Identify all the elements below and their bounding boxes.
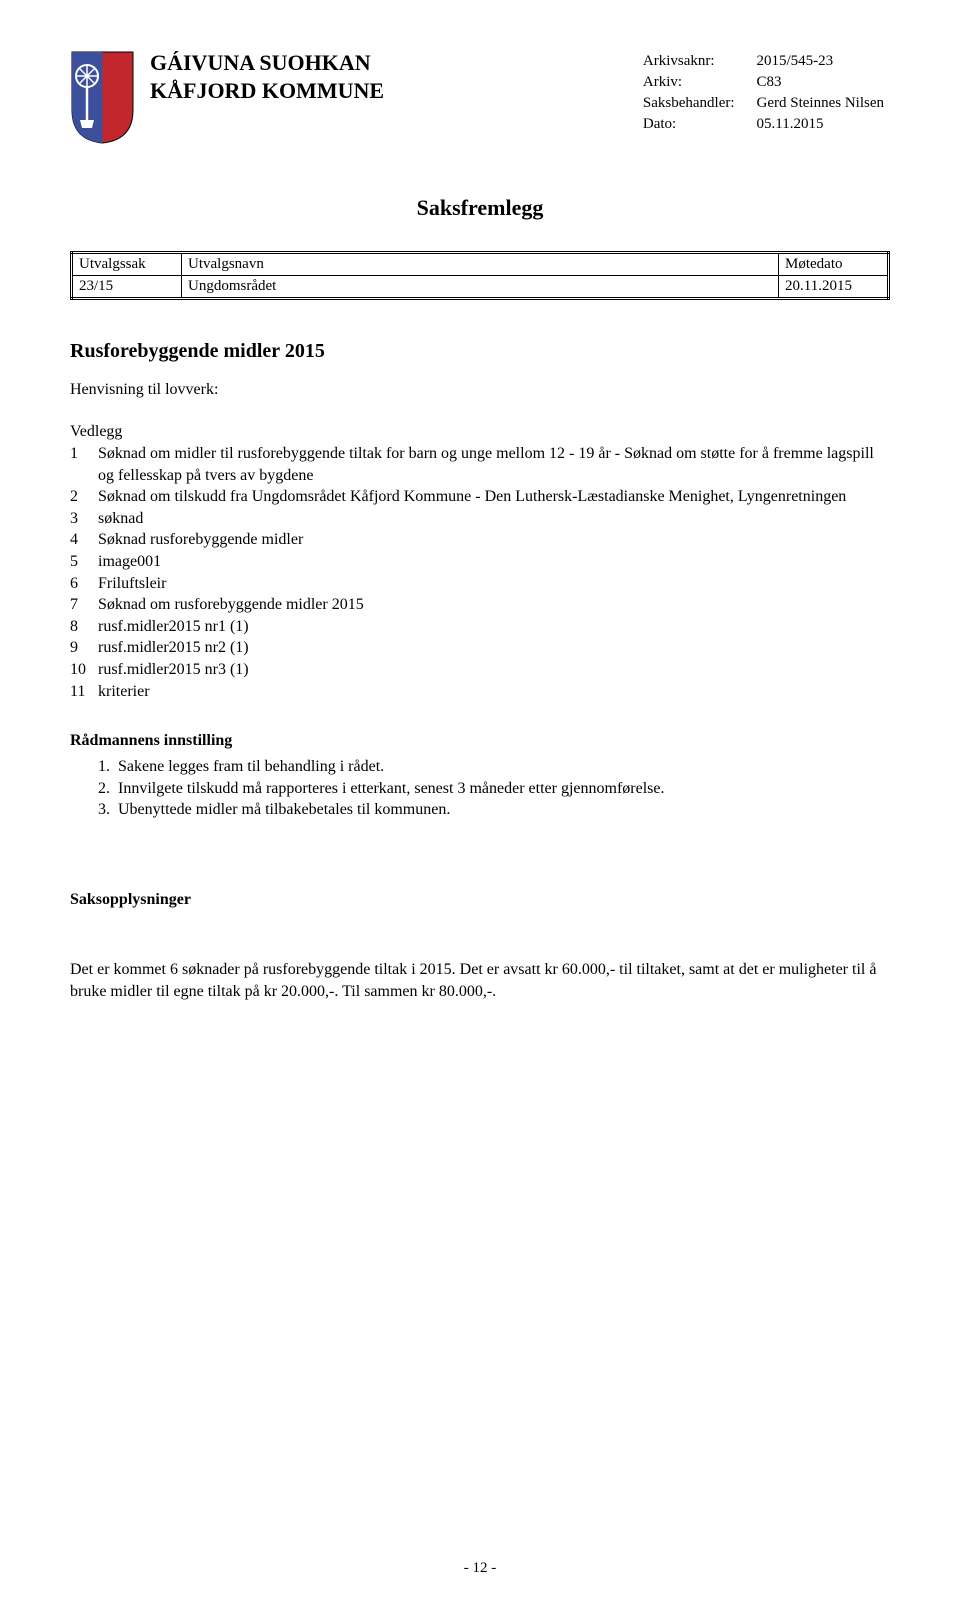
saksbehandler-label: Saksbehandler: <box>643 94 755 113</box>
vedlegg-item: 1Søknad om midler til rusforebyggende ti… <box>70 443 890 486</box>
vedlegg-item-text: Søknad om tilskudd fra Ungdomsrådet Kåfj… <box>98 486 846 508</box>
vedlegg-item-number: 6 <box>70 573 98 595</box>
org-titles: GÁIVUNA SUOHKAN KÅFJORD KOMMUNE <box>150 50 531 106</box>
utvalg-header: Møtedato <box>779 253 889 276</box>
saksopplysninger-body: Det er kommet 6 søknader på rusforebygge… <box>70 959 890 1002</box>
utvalg-table: Utvalgssak Utvalgsnavn Møtedato 23/15 Un… <box>70 251 890 300</box>
radmann-item: Sakene legges fram til behandling i råde… <box>114 756 890 778</box>
vedlegg-item-number: 4 <box>70 529 98 551</box>
vedlegg-item: 2Søknad om tilskudd fra Ungdomsrådet Kåf… <box>70 486 890 508</box>
org-line2: KÅFJORD KOMMUNE <box>150 78 531 104</box>
vedlegg-item-text: image001 <box>98 551 161 573</box>
utvalg-cell: 20.11.2015 <box>779 276 889 299</box>
vedlegg-item-text: rusf.midler2015 nr2 (1) <box>98 637 249 659</box>
meta-block: Arkivsaknr: 2015/545-23 Arkiv: C83 Saksb… <box>531 50 890 136</box>
vedlegg-item-number: 11 <box>70 681 98 703</box>
vedlegg-item: 11kriterier <box>70 681 890 703</box>
rusforebyggende-title: Rusforebyggende midler 2015 <box>70 340 890 363</box>
vedlegg-item-text: kriterier <box>98 681 150 703</box>
vedlegg-label: Vedlegg <box>70 423 890 441</box>
vedlegg-item-text: Søknad rusforebyggende midler <box>98 529 303 551</box>
vedlegg-item-number: 3 <box>70 508 98 530</box>
document-title: Saksfremlegg <box>70 195 890 221</box>
saksbehandler-value: Gerd Steinnes Nilsen <box>757 94 888 113</box>
vedlegg-item-number: 9 <box>70 637 98 659</box>
vedlegg-item: 9rusf.midler2015 nr2 (1) <box>70 637 890 659</box>
vedlegg-item: 10rusf.midler2015 nr3 (1) <box>70 659 890 681</box>
vedlegg-item-number: 1 <box>70 443 98 465</box>
dato-value: 05.11.2015 <box>757 115 888 134</box>
radmann-item: Innvilgete tilskudd må rapporteres i ett… <box>114 778 890 800</box>
arkiv-label: Arkiv: <box>643 73 755 92</box>
vedlegg-item: 7Søknad om rusforebyggende midler 2015 <box>70 594 890 616</box>
arkiv-value: C83 <box>757 73 888 92</box>
vedlegg-item-number: 2 <box>70 486 98 508</box>
vedlegg-item-text: søknad <box>98 508 143 530</box>
vedlegg-item-text: rusf.midler2015 nr3 (1) <box>98 659 249 681</box>
vedlegg-item-number: 10 <box>70 659 98 681</box>
vedlegg-list: 1Søknad om midler til rusforebyggende ti… <box>70 443 890 702</box>
radmann-title: Rådmannens innstilling <box>70 732 890 750</box>
radmann-item: Ubenyttede midler må tilbakebetales til … <box>114 799 890 821</box>
vedlegg-item-number: 8 <box>70 616 98 638</box>
vedlegg-item-number: 7 <box>70 594 98 616</box>
vedlegg-item-number: 5 <box>70 551 98 573</box>
dato-label: Dato: <box>643 115 755 134</box>
henvisning-label: Henvisning til lovverk: <box>70 381 890 399</box>
vedlegg-item: 4Søknad rusforebyggende midler <box>70 529 890 551</box>
arkivsaknr-label: Arkivsaknr: <box>643 52 755 71</box>
vedlegg-item: 6Friluftsleir <box>70 573 890 595</box>
vedlegg-item: 5image001 <box>70 551 890 573</box>
vedlegg-item: 8rusf.midler2015 nr1 (1) <box>70 616 890 638</box>
crest-shield-icon <box>70 50 135 145</box>
utvalg-cell: 23/15 <box>72 276 182 299</box>
vedlegg-item-text: rusf.midler2015 nr1 (1) <box>98 616 249 638</box>
vedlegg-item-text: Søknad om rusforebyggende midler 2015 <box>98 594 364 616</box>
header: GÁIVUNA SUOHKAN KÅFJORD KOMMUNE Arkivsak… <box>70 50 890 145</box>
org-line1: GÁIVUNA SUOHKAN <box>150 50 531 76</box>
vedlegg-item-text: Friluftsleir <box>98 573 166 595</box>
vedlegg-item-text: Søknad om midler til rusforebyggende til… <box>98 443 890 486</box>
vedlegg-item: 3søknad <box>70 508 890 530</box>
saksopplysninger-title: Saksopplysninger <box>70 891 890 909</box>
page-number: - 12 - <box>0 1560 960 1577</box>
arkivsaknr-value: 2015/545-23 <box>757 52 888 71</box>
radmann-list: Sakene legges fram til behandling i råde… <box>70 756 890 821</box>
utvalg-header: Utvalgsnavn <box>182 253 779 276</box>
utvalg-cell: Ungdomsrådet <box>182 276 779 299</box>
utvalg-header: Utvalgssak <box>72 253 182 276</box>
